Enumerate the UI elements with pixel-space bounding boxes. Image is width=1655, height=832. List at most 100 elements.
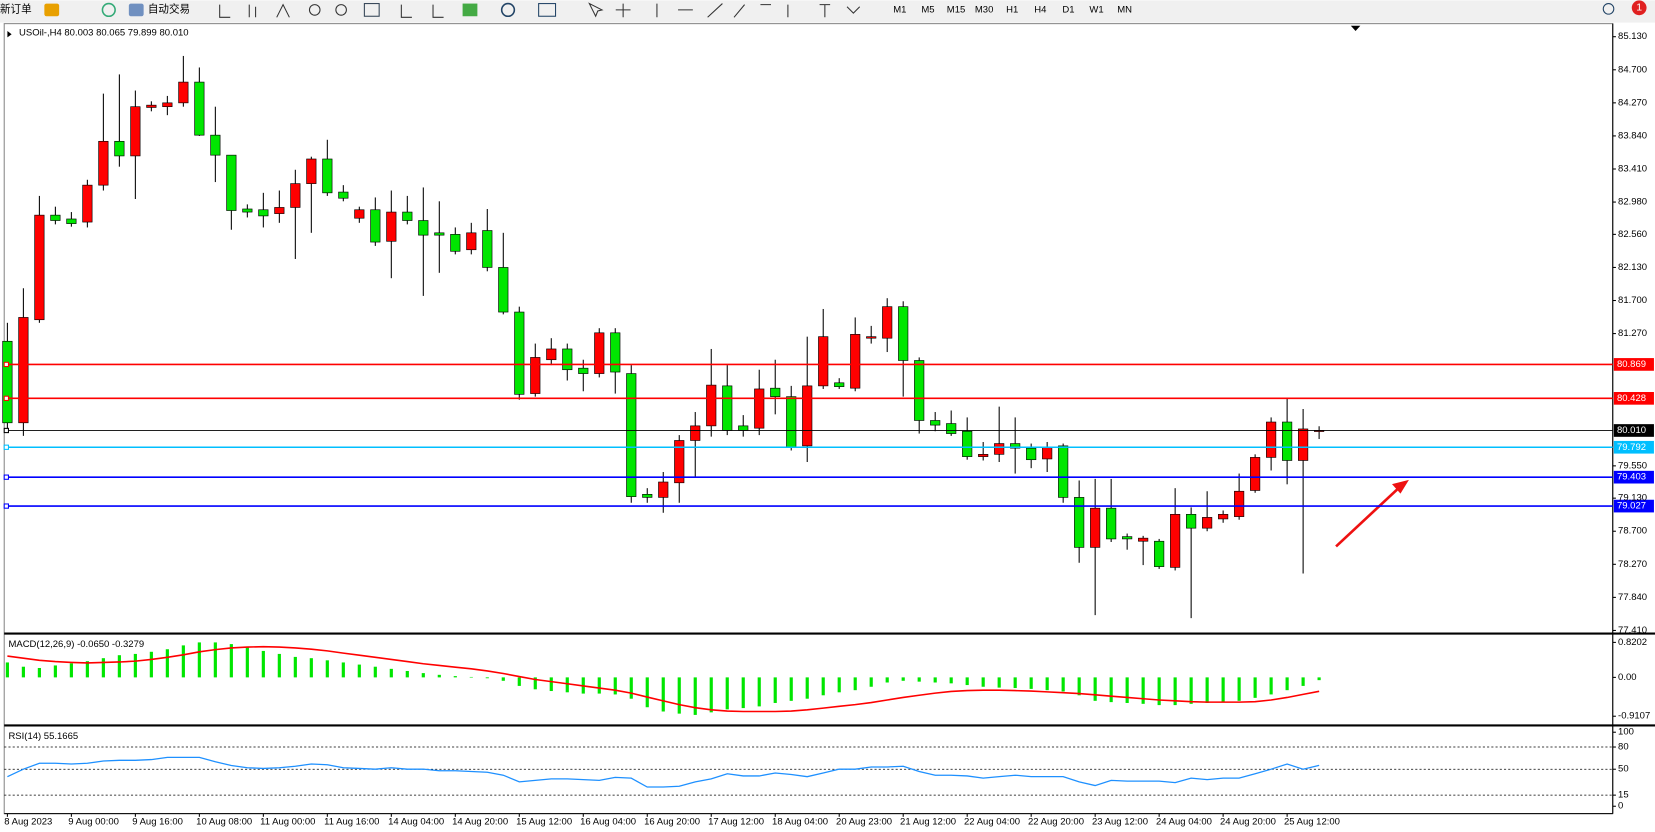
level-handle <box>3 503 9 509</box>
candle-body <box>898 306 909 361</box>
timeframe-button[interactable]: H1 <box>1006 4 1018 15</box>
auto-trade-icon[interactable] <box>128 3 144 17</box>
candle-body <box>466 232 477 251</box>
candle-body <box>306 158 317 184</box>
y-tick-label: 85.130 <box>1618 31 1647 42</box>
histogram-bar <box>1237 677 1241 701</box>
y-tick-label: 0 <box>1618 801 1623 812</box>
search[interactable] <box>1602 3 1615 15</box>
candle-body <box>594 332 605 374</box>
arrow-head <box>1392 479 1409 494</box>
x-tick-label: 9 Aug 00:00 <box>68 817 119 828</box>
candle-body <box>1298 428 1309 461</box>
candle-body <box>1250 457 1261 491</box>
timeframe-button[interactable]: W1 <box>1089 4 1103 15</box>
icon[interactable] <box>44 3 60 17</box>
histogram-bar <box>405 670 409 678</box>
candle-body <box>930 420 941 426</box>
timeframe-button[interactable]: M15 <box>947 4 965 15</box>
histogram-bar <box>501 677 505 681</box>
y-tick-label: 0.00 <box>1618 672 1637 683</box>
x-tick-label: 14 Aug 20:00 <box>452 817 508 828</box>
timeframe-button[interactable]: M1 <box>893 4 906 15</box>
y-tick-label: 50 <box>1618 764 1629 775</box>
histogram-bar <box>1189 677 1193 704</box>
timeframe-button[interactable]: H4 <box>1034 4 1046 15</box>
histogram-bar <box>37 667 41 678</box>
candle-body <box>882 306 893 339</box>
histogram-bar <box>165 649 169 678</box>
histogram-bar <box>677 677 681 714</box>
candle-body <box>290 183 301 208</box>
histogram-bar <box>613 677 617 695</box>
candle-body <box>1218 513 1229 520</box>
new-order-button[interactable]: 新订单 <box>0 3 32 16</box>
notification-badge[interactable] <box>1631 0 1647 16</box>
timeframe-button[interactable]: M5 <box>921 4 934 15</box>
indicators[interactable] <box>462 3 478 17</box>
histogram-bar <box>1205 677 1209 703</box>
candle-body <box>434 232 445 236</box>
histogram-bar <box>549 677 553 692</box>
histogram-bar <box>309 658 313 678</box>
candle-body <box>530 357 541 394</box>
toolbar-items: 新订单 自动交易 1 <box>0 0 1647 18</box>
arrow-shaft <box>1335 487 1400 548</box>
arrow-annotation <box>1335 479 1409 548</box>
candle-body <box>450 234 461 252</box>
histogram-bar <box>725 677 729 710</box>
histogram-bar <box>117 655 121 678</box>
icon[interactable] <box>101 2 116 18</box>
y-tick-label: 83.410 <box>1618 164 1647 175</box>
x-tick-label: 16 Aug 04:00 <box>580 817 636 828</box>
candle-body <box>1042 447 1053 460</box>
candle-body <box>994 443 1005 455</box>
histogram-bar <box>693 677 697 715</box>
periods[interactable] <box>500 2 516 18</box>
timeframe-button[interactable]: MN <box>1117 4 1132 15</box>
templates[interactable] <box>538 3 557 17</box>
x-tick-label: 14 Aug 04:00 <box>388 817 444 828</box>
timeframe-button[interactable]: M30 <box>975 4 993 15</box>
candle-body <box>1010 443 1021 449</box>
histogram-bar <box>485 677 489 679</box>
histogram-bar <box>1109 677 1113 703</box>
histogram-bar <box>245 647 249 678</box>
histogram-bar <box>373 666 377 678</box>
candle-body <box>690 425 701 441</box>
histogram-bar <box>773 677 777 703</box>
x-tick-label: 16 Aug 20:00 <box>644 817 700 828</box>
histogram-bar <box>453 676 457 678</box>
histogram-bar <box>837 677 841 693</box>
candle-body <box>2 340 13 424</box>
y-tick-label: 78.700 <box>1618 526 1647 537</box>
drawing-tools[interactable] <box>588 2 861 18</box>
y-tick-label: 77.840 <box>1618 592 1647 603</box>
auto-trade-button[interactable]: 自动交易 <box>148 3 190 16</box>
zoom-out[interactable] <box>335 4 347 16</box>
level-handle <box>3 427 9 434</box>
badge-count: 1 <box>1636 2 1642 14</box>
candle-body <box>786 396 797 448</box>
y-tick-label: 0.8202 <box>1618 637 1647 648</box>
histogram-bar <box>741 677 745 709</box>
zoom-in[interactable] <box>308 4 321 16</box>
histogram-bar <box>197 642 201 678</box>
candle-body <box>338 191 349 199</box>
timeframe-button[interactable]: D1 <box>1062 4 1074 15</box>
histogram-bar <box>261 650 265 678</box>
histogram-bar <box>1269 677 1273 695</box>
histogram-bar <box>869 677 873 687</box>
candle-body <box>674 440 685 484</box>
histogram-bar <box>5 662 9 678</box>
scroll-icons[interactable] <box>400 4 444 18</box>
tile[interactable] <box>363 3 380 17</box>
candle-body <box>578 367 589 374</box>
y-tick-label: 81.270 <box>1618 328 1647 339</box>
candle-body <box>178 81 189 104</box>
candle-body <box>50 214 61 221</box>
candle-body <box>1106 507 1117 540</box>
chart-type-icons[interactable] <box>219 3 290 18</box>
histogram-bar <box>1301 677 1305 686</box>
